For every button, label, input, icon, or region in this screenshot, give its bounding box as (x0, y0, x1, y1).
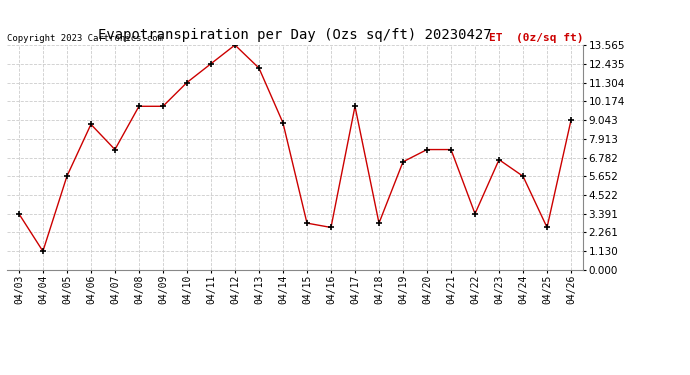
Text: Copyright 2023 Cartronics.com: Copyright 2023 Cartronics.com (7, 34, 163, 43)
Title: Evapotranspiration per Day (Ozs sq/ft) 20230427: Evapotranspiration per Day (Ozs sq/ft) 2… (98, 28, 492, 42)
Text: ET  (0z/sq ft): ET (0z/sq ft) (489, 33, 583, 43)
